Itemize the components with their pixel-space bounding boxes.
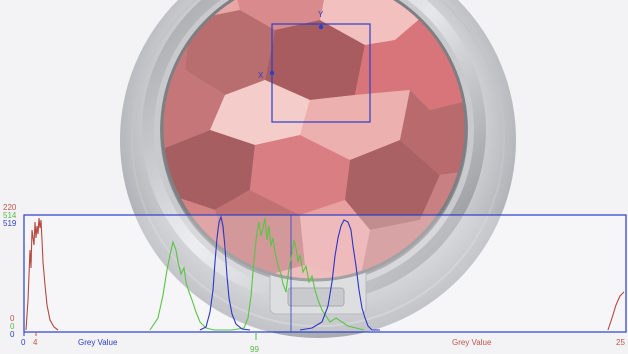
- y-min-green-label: 0: [10, 322, 15, 331]
- y-max-blue-label: 519: [3, 219, 17, 228]
- roi-x-label: X: [258, 71, 264, 80]
- x-end-label: 25: [616, 338, 625, 347]
- x-tick-green-label: 99: [250, 345, 259, 354]
- red-channel-curve: [25, 217, 59, 331]
- histogram-panel: 220 514 519 0 0 0 0 4 99 25 Grey Value G…: [3, 203, 627, 354]
- y-max-green-label: 514: [3, 211, 17, 220]
- roi-y-handle-icon[interactable]: [318, 24, 324, 30]
- green-channel-curve: [149, 217, 365, 331]
- y-min-blue-label: 0: [10, 330, 15, 339]
- y-max-red-label: 220: [3, 203, 17, 212]
- roi-x-handle-icon[interactable]: [269, 70, 275, 76]
- y-min-red-label: 0: [10, 314, 15, 323]
- x-axis-label-right: Grey Value: [452, 338, 492, 347]
- red-channel-tail: [607, 291, 625, 331]
- blue-channel-curve-1: [199, 215, 251, 331]
- x-axis-label-left: Grey Value: [78, 338, 118, 347]
- roi-overlay[interactable]: Y X: [258, 10, 371, 123]
- x-tick-red-label: 4: [33, 338, 38, 347]
- blue-channel-curve-2: [299, 219, 380, 331]
- x-start-label: 0: [21, 338, 26, 347]
- roi-y-label: Y: [318, 10, 324, 19]
